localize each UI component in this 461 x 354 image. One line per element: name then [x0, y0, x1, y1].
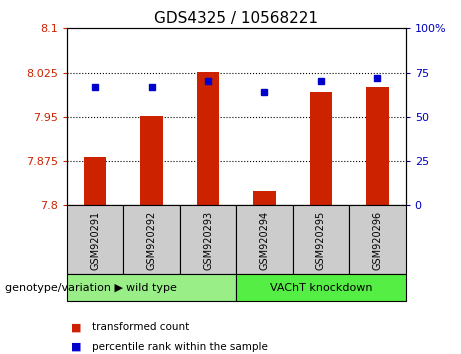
- Text: GSM920295: GSM920295: [316, 211, 326, 270]
- Text: percentile rank within the sample: percentile rank within the sample: [92, 342, 268, 352]
- Text: VAChT knockdown: VAChT knockdown: [270, 282, 372, 293]
- Bar: [293, 205, 349, 274]
- Bar: [140, 116, 163, 205]
- Title: GDS4325 / 10568221: GDS4325 / 10568221: [154, 11, 318, 26]
- Bar: [349, 205, 406, 274]
- Bar: [180, 205, 236, 274]
- Bar: [123, 205, 180, 274]
- Text: genotype/variation ▶: genotype/variation ▶: [5, 282, 123, 293]
- Text: GSM920294: GSM920294: [260, 211, 270, 270]
- Bar: [67, 274, 236, 301]
- Bar: [366, 87, 389, 205]
- Text: GSM920291: GSM920291: [90, 211, 100, 270]
- Bar: [84, 157, 106, 205]
- Bar: [67, 205, 123, 274]
- Bar: [236, 205, 293, 274]
- Text: GSM920292: GSM920292: [147, 211, 157, 270]
- Bar: [236, 274, 406, 301]
- Text: wild type: wild type: [126, 282, 177, 293]
- Bar: [253, 191, 276, 205]
- Text: transformed count: transformed count: [92, 322, 189, 332]
- Bar: [310, 92, 332, 205]
- Text: ■: ■: [71, 342, 82, 352]
- Bar: [197, 72, 219, 205]
- Text: GSM920293: GSM920293: [203, 211, 213, 270]
- Text: GSM920296: GSM920296: [372, 211, 383, 270]
- Text: ■: ■: [71, 322, 82, 332]
